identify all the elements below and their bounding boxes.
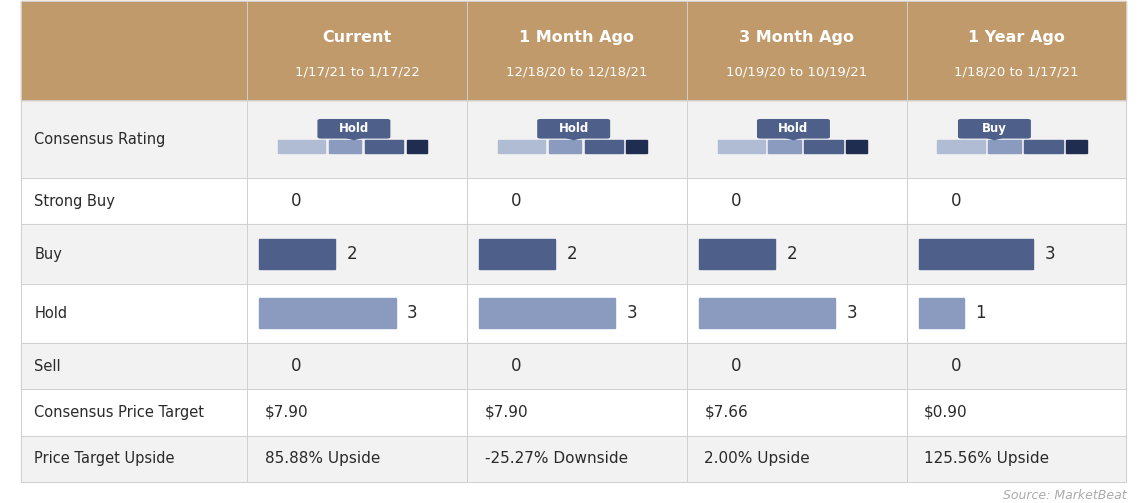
Text: 0: 0: [951, 192, 961, 210]
Bar: [21, 284, 1126, 343]
Text: 1 Year Ago: 1 Year Ago: [968, 30, 1065, 45]
Bar: [21, 343, 1126, 389]
FancyBboxPatch shape: [317, 119, 390, 139]
Text: Source: MarketBeat: Source: MarketBeat: [1003, 489, 1126, 502]
Bar: [717, 140, 765, 153]
Text: 0: 0: [731, 192, 741, 210]
Text: 3 Month Ago: 3 Month Ago: [739, 30, 854, 45]
Bar: [498, 140, 545, 153]
Bar: [846, 140, 866, 153]
Bar: [919, 239, 1033, 269]
Text: 125.56% Upside: 125.56% Upside: [925, 451, 1049, 466]
Bar: [699, 298, 836, 328]
Bar: [21, 224, 1126, 284]
Text: 2: 2: [567, 245, 577, 263]
Bar: [21, 178, 1126, 224]
FancyBboxPatch shape: [958, 119, 1031, 139]
Bar: [21, 436, 1126, 482]
Bar: [919, 298, 964, 328]
Text: Hold: Hold: [559, 122, 589, 135]
Bar: [365, 140, 404, 153]
Text: 2: 2: [347, 245, 358, 263]
Text: Buy: Buy: [34, 246, 62, 262]
Text: 2.00% Upside: 2.00% Upside: [705, 451, 811, 466]
Text: 0: 0: [951, 357, 961, 375]
Text: 10/19/20 to 10/19/21: 10/19/20 to 10/19/21: [726, 66, 868, 78]
Text: 3: 3: [1044, 245, 1054, 263]
Text: Hold: Hold: [339, 122, 369, 135]
Text: Consensus Rating: Consensus Rating: [34, 132, 165, 146]
Bar: [1066, 140, 1086, 153]
FancyBboxPatch shape: [537, 119, 610, 139]
Text: 0: 0: [291, 192, 302, 210]
Bar: [585, 140, 622, 153]
Text: 1/17/21 to 1/17/22: 1/17/21 to 1/17/22: [294, 66, 420, 78]
Bar: [805, 140, 842, 153]
Bar: [479, 239, 555, 269]
Polygon shape: [344, 137, 363, 140]
Text: $7.66: $7.66: [705, 405, 748, 420]
Polygon shape: [985, 137, 1003, 140]
Bar: [259, 298, 396, 328]
Bar: [407, 140, 428, 153]
Polygon shape: [564, 137, 583, 140]
Text: $0.90: $0.90: [925, 405, 968, 420]
Text: 0: 0: [511, 357, 521, 375]
Text: $7.90: $7.90: [264, 405, 309, 420]
Bar: [21, 1, 1126, 100]
Text: 1: 1: [976, 304, 986, 322]
Text: Strong Buy: Strong Buy: [34, 194, 115, 209]
Text: Hold: Hold: [34, 306, 67, 321]
Bar: [21, 389, 1126, 436]
Bar: [259, 239, 335, 269]
Bar: [988, 140, 1020, 153]
Bar: [626, 140, 648, 153]
Text: Consensus Price Target: Consensus Price Target: [34, 405, 204, 420]
Bar: [699, 239, 775, 269]
Text: Buy: Buy: [982, 122, 1007, 135]
Text: 3: 3: [407, 304, 417, 322]
Text: Hold: Hold: [779, 122, 808, 135]
Polygon shape: [784, 137, 803, 140]
Bar: [1024, 140, 1062, 153]
Text: Price Target Upside: Price Target Upside: [34, 451, 174, 466]
Text: 0: 0: [731, 357, 741, 375]
Text: 12/18/20 to 12/18/21: 12/18/20 to 12/18/21: [506, 66, 648, 78]
Bar: [937, 140, 985, 153]
Bar: [21, 100, 1126, 178]
Text: Current: Current: [323, 30, 392, 45]
Text: -25.27% Downside: -25.27% Downside: [484, 451, 628, 466]
Text: 3: 3: [627, 304, 637, 322]
Bar: [479, 298, 616, 328]
Bar: [278, 140, 325, 153]
Text: $7.90: $7.90: [484, 405, 528, 420]
Text: 0: 0: [291, 357, 302, 375]
FancyBboxPatch shape: [757, 119, 830, 139]
Bar: [328, 140, 361, 153]
Text: 3: 3: [847, 304, 857, 322]
Text: 85.88% Upside: 85.88% Upside: [264, 451, 380, 466]
Bar: [548, 140, 581, 153]
Text: 0: 0: [511, 192, 521, 210]
Text: 1/18/20 to 1/17/21: 1/18/20 to 1/17/21: [954, 66, 1078, 78]
Bar: [768, 140, 801, 153]
Text: 1 Month Ago: 1 Month Ago: [520, 30, 634, 45]
Text: 2: 2: [787, 245, 797, 263]
Text: Sell: Sell: [34, 359, 60, 374]
